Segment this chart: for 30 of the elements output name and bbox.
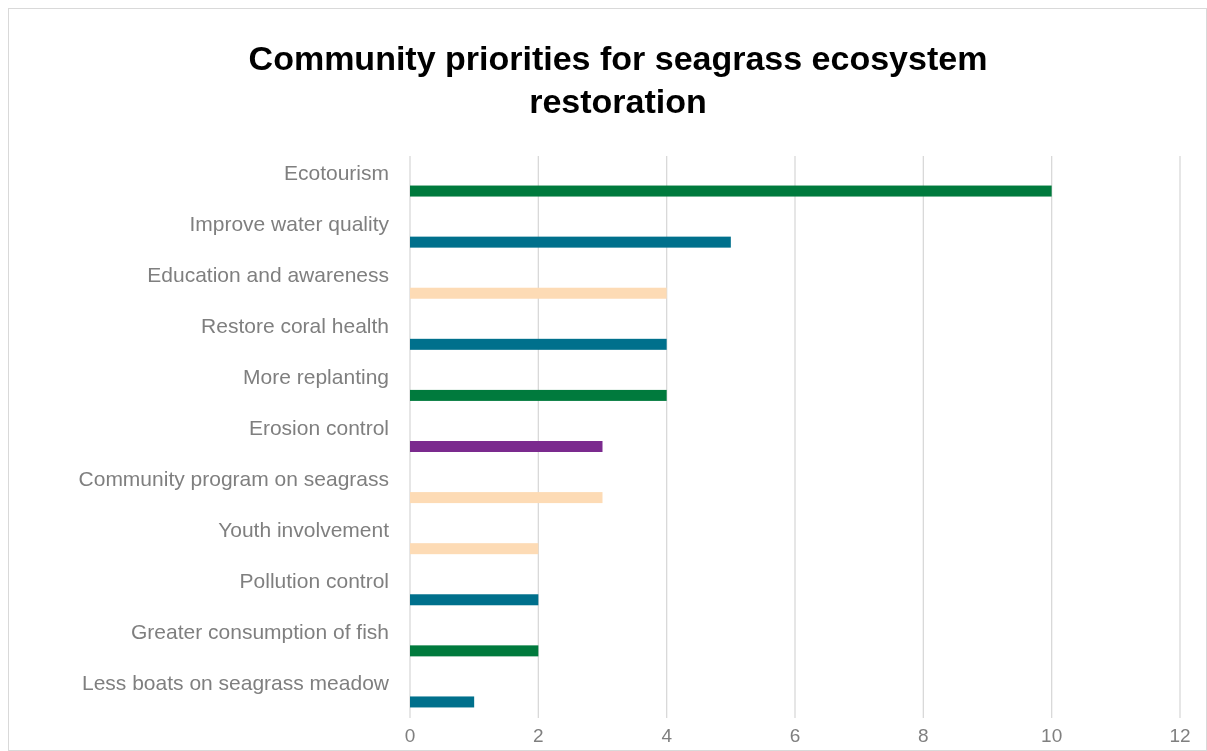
bar [410, 338, 667, 350]
x-tick-label: 4 [661, 725, 673, 746]
x-tick-label: 10 [1041, 725, 1063, 746]
x-tick-label: 6 [789, 725, 801, 746]
y-tick-label: Community program on seagrass [78, 467, 389, 491]
bar [410, 441, 603, 452]
x-tick-label: 8 [918, 725, 929, 746]
bar [410, 389, 667, 401]
bar [410, 185, 1052, 197]
y-tick-label: Restore coral health [201, 313, 389, 337]
y-tick-label: Greater consumption of fish [131, 620, 389, 644]
y-tick-label: Ecotourism [283, 160, 389, 184]
bar [410, 236, 731, 248]
x-tick-label: 2 [533, 725, 544, 746]
y-tick-label: Less boats on seagrass meadow [81, 671, 390, 695]
y-tick-label: More replanting [243, 364, 389, 388]
bar [410, 645, 539, 657]
bar [410, 543, 539, 555]
y-tick-label: Improve water quality [189, 211, 390, 235]
bar [410, 594, 539, 606]
y-tick-label: Education and awareness [147, 262, 389, 286]
y-tick-label: Pollution control [239, 569, 389, 593]
y-tick-label: Youth involvement [218, 518, 390, 542]
chart-title: Community priorities for seagrass ecosystem restoration [248, 39, 988, 120]
y-tick-label: Erosion control [248, 416, 389, 439]
x-tick-label: 0 [404, 725, 416, 746]
x-tick-label: 12 [1169, 725, 1191, 746]
bar [410, 287, 667, 299]
bar [410, 492, 603, 504]
bar [410, 696, 475, 708]
